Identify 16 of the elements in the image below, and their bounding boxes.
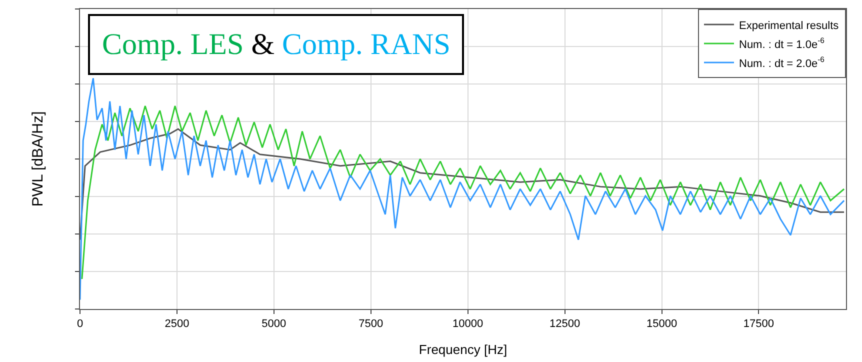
legend-label: Num. : dt = 1.0e$^{-6}$: [739, 36, 824, 51]
y-axis-title: PWL [dBA/Hz]: [29, 111, 46, 207]
text: Comp. RANS: [282, 28, 450, 61]
x-tick-label: 2500: [164, 318, 190, 330]
x-axis-title: Frequency [Hz]: [418, 342, 508, 357]
text: Comp. LES: [102, 28, 244, 61]
x-tick-label: 17500: [743, 318, 774, 330]
legend-label: Num. : dt = 2.0e$^{-6}$: [739, 55, 824, 70]
x-tick-label: 5000: [262, 318, 286, 330]
x-tick-label: 10000: [452, 318, 484, 330]
x-tick-label: 12500: [550, 318, 580, 330]
text: &: [251, 28, 275, 61]
x-tick-label: 15000: [646, 318, 678, 330]
x-tick-label: 0: [76, 318, 84, 330]
x-tick-label: 7500: [358, 318, 384, 330]
legend-label: Experimental results: [739, 20, 840, 32]
